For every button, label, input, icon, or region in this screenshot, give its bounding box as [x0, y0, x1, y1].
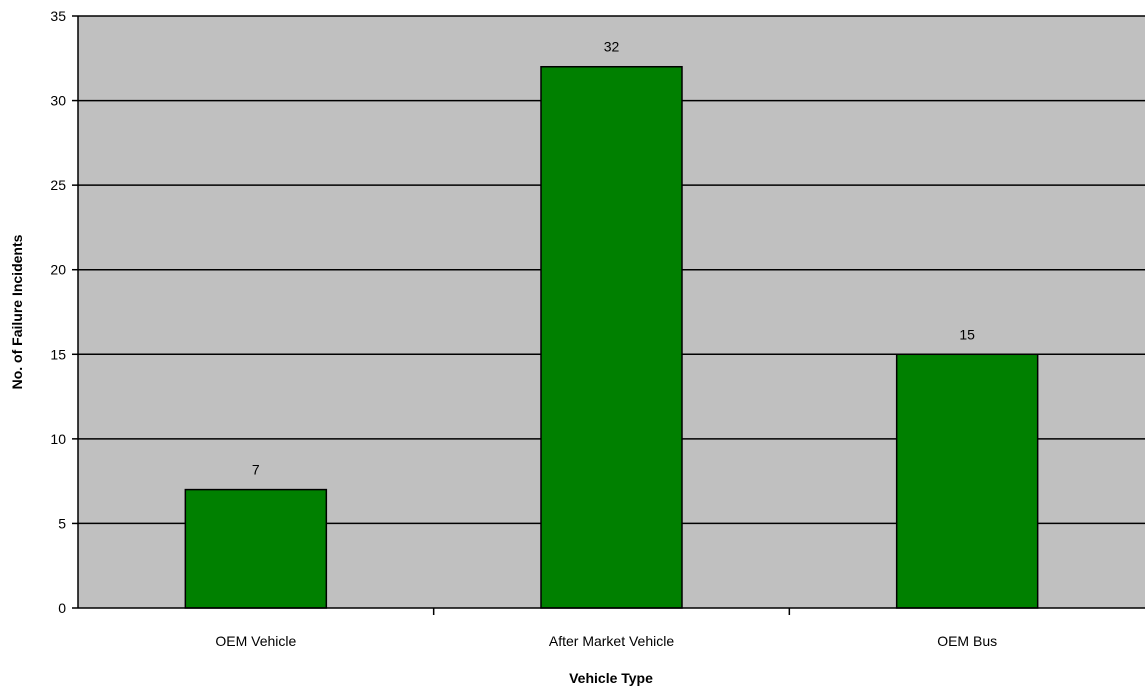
x-tick-label: OEM Vehicle	[215, 633, 296, 649]
y-axis-ticks: 0 5 10 15 20 25 30 35	[50, 8, 78, 616]
x-axis-title: Vehicle Type	[569, 670, 653, 686]
y-tick-label: 35	[50, 8, 66, 24]
x-tick-label: After Market Vehicle	[549, 633, 674, 649]
y-tick-label: 30	[50, 93, 66, 109]
x-axis-ticks: OEM Vehicle After Market Vehicle OEM Bus	[215, 608, 997, 649]
y-tick-label: 0	[58, 600, 66, 616]
y-axis-title: No. of Failure Incidents	[9, 234, 25, 389]
bar-value-label: 15	[959, 326, 975, 342]
y-tick-label: 15	[50, 346, 66, 362]
bar-value-label: 7	[252, 462, 260, 478]
y-tick-label: 10	[50, 431, 66, 447]
y-tick-label: 25	[50, 177, 66, 193]
y-tick-label: 20	[50, 262, 66, 278]
bar-value-label: 32	[604, 39, 620, 55]
bar	[540, 65, 683, 609]
x-tick-label: OEM Bus	[937, 633, 997, 649]
data-labels: 7 32 15	[252, 39, 975, 478]
bar	[184, 488, 328, 609]
y-tick-label: 5	[58, 515, 66, 531]
bar	[895, 353, 1039, 609]
